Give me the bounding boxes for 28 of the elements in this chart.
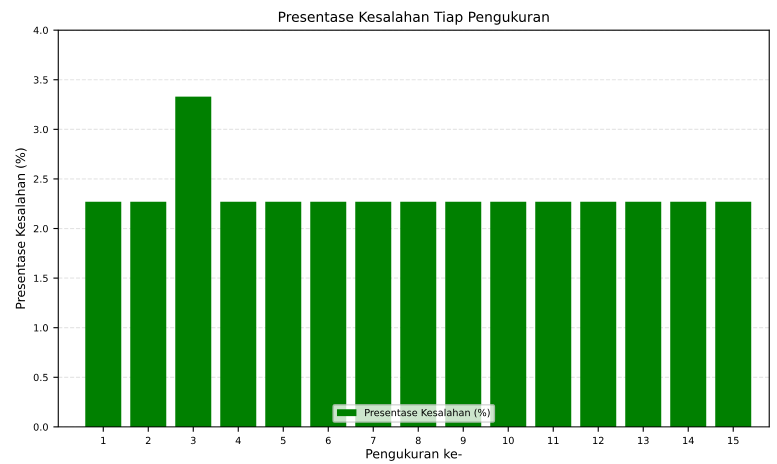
x-tick-label: 4	[236, 436, 241, 444]
legend-label: Presentase Kesalahan (%)	[365, 408, 490, 418]
x-tick-label: 1	[101, 436, 106, 444]
x-tick-label: 15	[728, 436, 739, 444]
chart-title: Presentase Kesalahan Tiap Pengukuran	[278, 11, 549, 25]
y-axis-title: Presentase Kesalahan (%)	[15, 148, 27, 308]
x-tick-label: 3	[190, 436, 196, 444]
y-tick-label: 1.0	[34, 324, 48, 332]
x-tick-label: 14	[683, 436, 694, 444]
y-tick-label: 3.0	[34, 126, 48, 134]
y-tick-label: 0.0	[34, 423, 48, 431]
y-tick-label: 2.5	[34, 175, 48, 183]
x-tick-label: 10	[503, 436, 514, 444]
y-tick-label: 1.5	[34, 274, 48, 282]
x-tick-label: 9	[460, 436, 466, 444]
x-tick-label: 6	[326, 436, 331, 444]
x-tick-label: 2	[146, 436, 150, 444]
y-tick-label: 0.5	[34, 374, 48, 382]
x-tick-label: 8	[416, 436, 421, 444]
x-axis-title: Pengukuran ke-	[366, 448, 462, 461]
x-tick-label: 5	[280, 436, 286, 444]
x-tick-label: 12	[593, 436, 604, 444]
x-tick-label: 7	[370, 436, 376, 444]
x-tick-label: 11	[548, 436, 559, 444]
y-tick-label: 2.0	[34, 225, 48, 232]
y-tick-label: 3.5	[34, 76, 48, 84]
y-tick-label: 4.0	[34, 26, 48, 34]
x-tick-label: 13	[638, 436, 649, 444]
